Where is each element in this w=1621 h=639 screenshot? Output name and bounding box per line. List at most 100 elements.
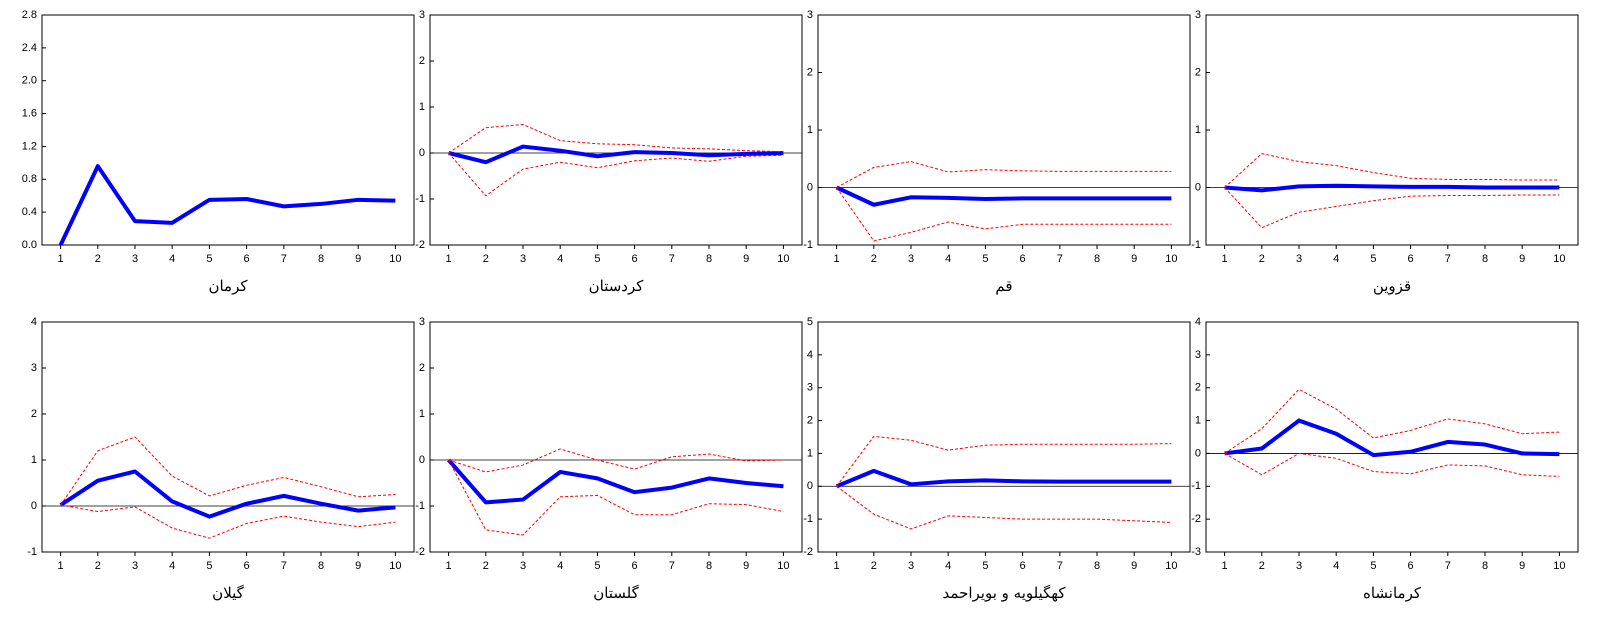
x-tick-label: 5 bbox=[594, 253, 600, 265]
x-tick-label: 1 bbox=[1222, 560, 1228, 572]
chart-title: کرمانشاه bbox=[1363, 584, 1422, 602]
y-tick-label: 3 bbox=[807, 382, 813, 394]
response-line bbox=[835, 468, 1172, 489]
x-tick-label: 10 bbox=[777, 560, 789, 572]
y-tick-label: 0.8 bbox=[22, 173, 37, 185]
x-tick-label: 8 bbox=[706, 560, 712, 572]
confidence-band bbox=[836, 435, 1172, 487]
y-tick-label: -1 bbox=[27, 546, 37, 558]
x-tick-label: 5 bbox=[594, 560, 600, 572]
y-tick-label: 1.2 bbox=[22, 140, 37, 152]
x-tick-label: 5 bbox=[1370, 253, 1376, 265]
confidence-band bbox=[448, 123, 784, 154]
plot-frame bbox=[429, 14, 803, 246]
x-tick-label: 1 bbox=[446, 560, 452, 572]
x-tick-label: 2 bbox=[95, 253, 101, 265]
y-tick-label: -2 bbox=[415, 546, 425, 558]
y-tick-label: -2 bbox=[803, 546, 813, 558]
y-tick-label: 3 bbox=[419, 9, 425, 21]
y-tick-label: 0 bbox=[419, 454, 425, 466]
y-tick-label: 3 bbox=[1195, 9, 1201, 21]
y-tick-label: 3 bbox=[31, 362, 37, 374]
x-tick-label: 2 bbox=[1259, 253, 1265, 265]
response-line bbox=[1224, 418, 1560, 458]
y-tick-label: 2 bbox=[1195, 66, 1201, 78]
y-tick-label: 1 bbox=[807, 447, 813, 459]
x-tick-label: 9 bbox=[1131, 253, 1137, 265]
response-line bbox=[447, 458, 784, 505]
x-tick-label: 10 bbox=[1165, 253, 1177, 265]
confidence-band bbox=[836, 187, 1172, 242]
x-tick-label: 1 bbox=[1222, 253, 1228, 265]
y-tick-label: 3 bbox=[807, 9, 813, 21]
x-tick-label: 6 bbox=[632, 253, 638, 265]
confidence-band bbox=[448, 152, 784, 197]
y-tick-label: -1 bbox=[1191, 480, 1201, 492]
x-tick-label: 9 bbox=[1519, 253, 1525, 265]
chart-title: کهگیلویه و بویراحمد bbox=[943, 584, 1067, 602]
x-tick-label: 3 bbox=[520, 253, 526, 265]
y-tick-label: -1 bbox=[415, 193, 425, 205]
x-tick-label: 2 bbox=[483, 560, 489, 572]
y-tick-label: 2 bbox=[419, 362, 425, 374]
y-tick-label: 0 bbox=[1195, 181, 1201, 193]
y-tick-label: 1 bbox=[807, 124, 813, 136]
y-tick-label: -1 bbox=[415, 500, 425, 512]
x-tick-label: 3 bbox=[132, 253, 138, 265]
x-tick-label: 8 bbox=[1094, 253, 1100, 265]
y-tick-label: -2 bbox=[1191, 513, 1201, 525]
plot-frame bbox=[1205, 14, 1579, 246]
x-tick-label: 5 bbox=[206, 560, 212, 572]
x-tick-label: 2 bbox=[1259, 560, 1265, 572]
x-tick-label: 10 bbox=[389, 253, 401, 265]
confidence-band bbox=[448, 459, 784, 536]
x-tick-label: 10 bbox=[1553, 560, 1565, 572]
y-tick-label: 1 bbox=[419, 101, 425, 113]
x-tick-label: 4 bbox=[169, 253, 175, 265]
x-tick-label: 8 bbox=[1094, 560, 1100, 572]
x-tick-label: 6 bbox=[244, 253, 250, 265]
y-tick-label: -2 bbox=[415, 239, 425, 251]
x-tick-label: 7 bbox=[1057, 253, 1063, 265]
y-tick-label: -3 bbox=[1191, 546, 1201, 558]
x-tick-label: 7 bbox=[1445, 253, 1451, 265]
x-tick-label: 7 bbox=[669, 253, 675, 265]
confidence-band bbox=[836, 161, 1172, 188]
x-tick-label: 2 bbox=[871, 253, 877, 265]
x-tick-label: 2 bbox=[483, 253, 489, 265]
x-tick-label: 10 bbox=[1165, 560, 1177, 572]
x-tick-label: 3 bbox=[908, 560, 914, 572]
x-tick-label: 3 bbox=[1296, 560, 1302, 572]
x-tick-label: 6 bbox=[632, 560, 638, 572]
y-tick-label: 2 bbox=[31, 408, 37, 420]
response-line bbox=[835, 185, 1172, 207]
y-tick-label: 0.4 bbox=[22, 206, 37, 218]
x-tick-label: 10 bbox=[1553, 253, 1565, 265]
x-tick-label: 9 bbox=[355, 253, 361, 265]
response-line bbox=[58, 164, 396, 246]
x-tick-label: 1 bbox=[446, 253, 452, 265]
x-tick-label: 8 bbox=[318, 560, 324, 572]
x-tick-label: 5 bbox=[206, 253, 212, 265]
x-tick-label: 6 bbox=[244, 560, 250, 572]
x-tick-label: 8 bbox=[318, 253, 324, 265]
x-tick-label: 1 bbox=[58, 253, 64, 265]
plot-frame bbox=[817, 14, 1191, 246]
y-tick-label: 1 bbox=[419, 408, 425, 420]
y-tick-label: -1 bbox=[1191, 239, 1201, 251]
response-line bbox=[1224, 183, 1560, 193]
response-line bbox=[59, 469, 396, 519]
confidence-band bbox=[1224, 452, 1560, 477]
y-tick-label: 2 bbox=[807, 414, 813, 426]
y-tick-label: 5 bbox=[807, 316, 813, 328]
x-tick-label: 7 bbox=[281, 560, 287, 572]
x-tick-label: 1 bbox=[834, 560, 840, 572]
x-tick-label: 9 bbox=[1131, 560, 1137, 572]
y-tick-label: 4 bbox=[807, 349, 813, 361]
confidence-band bbox=[60, 504, 396, 539]
chart-title: کرمان bbox=[208, 277, 248, 295]
y-tick-label: 2 bbox=[1195, 382, 1201, 394]
x-tick-label: 5 bbox=[982, 253, 988, 265]
x-tick-label: 8 bbox=[1482, 253, 1488, 265]
